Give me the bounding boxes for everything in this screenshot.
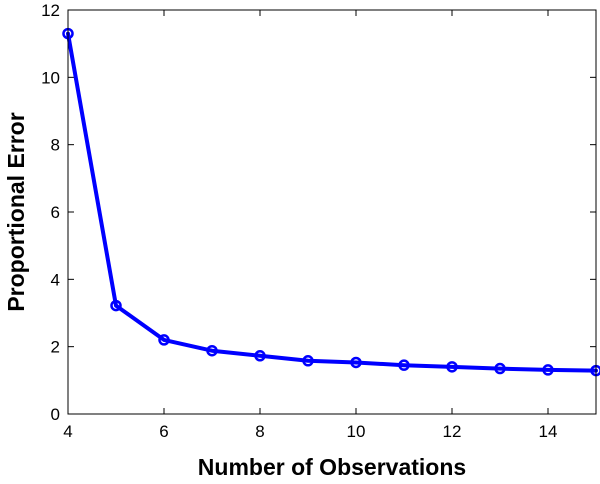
data-point — [206, 344, 218, 357]
x-tick-label: 12 — [443, 422, 462, 441]
y-tick-label: 0 — [51, 405, 60, 424]
data-point — [254, 350, 266, 362]
data-point — [110, 299, 122, 312]
y-axis-title: Proportional Error — [3, 112, 29, 311]
data-point — [398, 359, 410, 371]
data-point — [350, 356, 362, 369]
x-axis-title: Number of Observations — [198, 454, 466, 480]
y-tick-label: 2 — [51, 338, 60, 357]
y-tick-label: 6 — [51, 203, 60, 222]
series-line — [66, 31, 598, 373]
x-axis-ticks: 4 6 8 10 12 14 — [63, 10, 557, 441]
series-layer — [62, 27, 600, 377]
y-tick-label: 12 — [41, 1, 60, 20]
y-axis-ticks: 0 2 4 6 8 10 12 — [41, 1, 596, 424]
data-point — [446, 361, 458, 373]
y-tick-label: 8 — [51, 136, 60, 155]
x-tick-label: 6 — [159, 422, 168, 441]
x-tick-label: 4 — [63, 422, 72, 441]
y-tick-label: 10 — [41, 68, 60, 87]
x-tick-label: 14 — [539, 422, 558, 441]
data-point — [302, 355, 314, 367]
data-point — [542, 364, 554, 376]
y-tick-label: 4 — [51, 270, 60, 289]
plot-frame — [67, 9, 597, 415]
x-tick-label: 8 — [255, 422, 264, 441]
data-point — [494, 362, 506, 375]
data-point — [158, 334, 170, 346]
x-tick-label: 10 — [347, 422, 366, 441]
